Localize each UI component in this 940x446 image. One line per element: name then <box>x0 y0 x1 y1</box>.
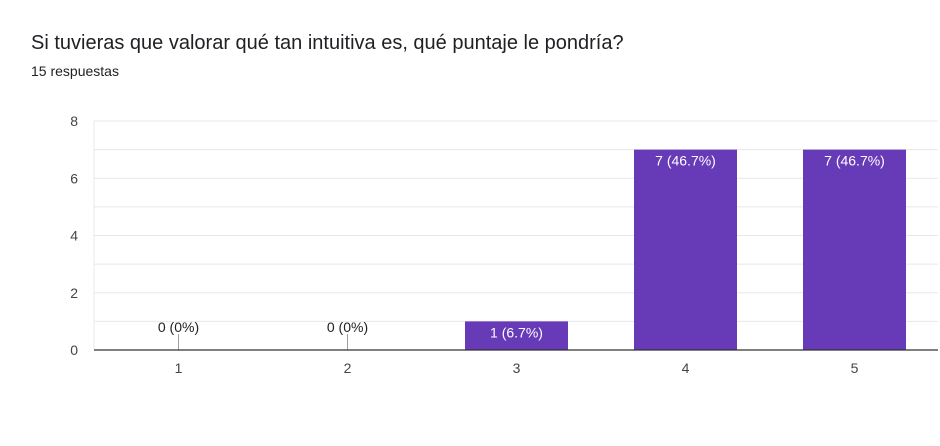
data-label: 7 (46.7%) <box>824 153 885 169</box>
y-tick-label: 6 <box>70 170 78 186</box>
bar <box>803 149 906 350</box>
x-tick-label: 3 <box>513 360 521 376</box>
y-tick-label: 0 <box>70 342 78 358</box>
y-tick-label: 2 <box>70 285 78 301</box>
x-tick-label: 2 <box>344 360 352 376</box>
bars <box>178 149 906 350</box>
data-labels: 0 (0%) 0 (0%) 1 (6.7%) 7 (46.7%) 7 (46.7%) <box>158 153 885 341</box>
chart-title: Si tuvieras que valorar qué tan intuitiv… <box>31 32 624 54</box>
x-tick-label: 4 <box>682 360 690 376</box>
x-axis-ticks: 1 2 3 4 5 <box>175 360 859 376</box>
x-tick-label: 5 <box>851 360 859 376</box>
bar <box>465 321 568 350</box>
y-tick-label: 8 <box>70 113 78 129</box>
y-axis-ticks: 0 2 4 6 8 <box>70 113 78 358</box>
data-label: 7 (46.7%) <box>655 153 716 169</box>
data-label: 0 (0%) <box>158 319 199 335</box>
gridlines <box>93 120 938 350</box>
x-tick-label: 1 <box>175 360 183 376</box>
bar <box>634 149 737 350</box>
data-label: 0 (0%) <box>327 319 368 335</box>
y-tick-label: 4 <box>70 228 78 244</box>
response-count: 15 respuestas <box>31 63 119 79</box>
data-label: 1 (6.7%) <box>490 324 543 340</box>
